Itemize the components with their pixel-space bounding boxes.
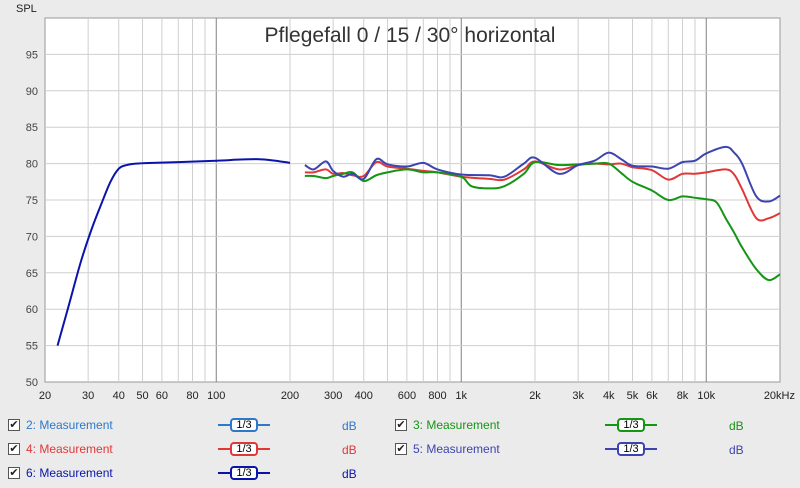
x-tick-label: 4k bbox=[603, 390, 615, 402]
x-axis-unit-label: 20kHz bbox=[764, 390, 795, 402]
smoothing-box-6[interactable]: 1/3 bbox=[230, 466, 258, 480]
legend-label-4: 4: Measurement bbox=[26, 442, 113, 456]
y-tick-label: 65 bbox=[26, 268, 38, 280]
x-tick-label: 30 bbox=[82, 390, 94, 402]
x-tick-label: 10k bbox=[697, 390, 715, 402]
legend-checkbox-6[interactable]: ✔ bbox=[8, 467, 20, 479]
smoothing-control-6[interactable]: 1/3 bbox=[218, 464, 270, 482]
legend-label-6: 6: Measurement bbox=[26, 466, 113, 480]
legend-item-4[interactable]: ✔ 4: Measurement bbox=[8, 438, 216, 460]
legend-item-6[interactable]: ✔ 6: Measurement bbox=[8, 462, 216, 484]
x-tick-label: 3k bbox=[572, 390, 584, 402]
legend-checkbox-2[interactable]: ✔ bbox=[8, 419, 20, 431]
chart-title: Pflegefall 0 / 15 / 30° horizontal bbox=[265, 24, 556, 47]
y-tick-label: 70 bbox=[26, 231, 38, 243]
y-tick-label: 85 bbox=[26, 122, 38, 134]
x-tick-label: 5k bbox=[627, 390, 639, 402]
x-tick-label: 50 bbox=[136, 390, 148, 402]
legend-item-5[interactable]: ✔ 5: Measurement bbox=[395, 438, 603, 460]
smoothing-box-5[interactable]: 1/3 bbox=[617, 442, 645, 456]
legend-checkbox-3[interactable]: ✔ bbox=[395, 419, 407, 431]
y-tick-label: 60 bbox=[26, 304, 38, 316]
unit-label-5: dB bbox=[729, 443, 744, 457]
legend-item-2[interactable]: ✔ 2: Measurement bbox=[8, 414, 216, 436]
legend-label-5: 5: Measurement bbox=[413, 442, 500, 456]
x-tick-label: 2k bbox=[529, 390, 541, 402]
series-line-3 bbox=[304, 160, 781, 282]
smoothing-box-4[interactable]: 1/3 bbox=[230, 442, 258, 456]
x-tick-label: 200 bbox=[281, 390, 299, 402]
legend-checkbox-4[interactable]: ✔ bbox=[8, 443, 20, 455]
series-lines bbox=[56, 145, 781, 346]
x-tick-label: 8k bbox=[677, 390, 689, 402]
y-tick-label: 90 bbox=[26, 86, 38, 98]
x-tick-label: 6k bbox=[646, 390, 658, 402]
legend-item-3[interactable]: ✔ 3: Measurement bbox=[395, 414, 603, 436]
x-tick-label: 400 bbox=[355, 390, 373, 402]
x-tick-label: 600 bbox=[398, 390, 416, 402]
unit-label-2: dB bbox=[342, 419, 357, 433]
unit-label-6: dB bbox=[342, 467, 357, 481]
x-tick-label: 80 bbox=[186, 390, 198, 402]
x-tick-label: 40 bbox=[113, 390, 125, 402]
y-tick-label: 50 bbox=[26, 377, 38, 389]
grid bbox=[45, 18, 780, 382]
legend: ✔ 2: Measurement 1/3 dB ✔ 3: Measurement… bbox=[0, 412, 800, 488]
y-tick-label: 80 bbox=[26, 159, 38, 171]
x-tick-label: 100 bbox=[207, 390, 225, 402]
y-tick-label: 55 bbox=[26, 341, 38, 353]
smoothing-control-5[interactable]: 1/3 bbox=[605, 440, 657, 458]
spl-chart: 50 55 60 65 70 75 80 85 90 95 20 30 40 50 60 80 100 200 3… bbox=[16, 3, 795, 402]
y-tick-labels: 50 55 60 65 70 75 80 85 90 95 bbox=[26, 49, 38, 389]
smoothing-box-3[interactable]: 1/3 bbox=[617, 418, 645, 432]
unit-label-4: dB bbox=[342, 443, 357, 457]
x-tick-label: 60 bbox=[156, 390, 168, 402]
smoothing-box-2[interactable]: 1/3 bbox=[230, 418, 258, 432]
y-tick-label: 75 bbox=[26, 195, 38, 207]
x-tick-label: 300 bbox=[324, 390, 342, 402]
legend-checkbox-5[interactable]: ✔ bbox=[395, 443, 407, 455]
smoothing-control-3[interactable]: 1/3 bbox=[605, 416, 657, 434]
y-axis-label: SPL bbox=[16, 3, 37, 15]
x-tick-label: 20 bbox=[39, 390, 51, 402]
series-line-4 bbox=[304, 145, 781, 203]
legend-label-2: 2: Measurement bbox=[26, 418, 113, 432]
smoothing-control-4[interactable]: 1/3 bbox=[218, 440, 270, 458]
x-tick-labels: 20 30 40 50 60 80 100 200 300 400 600 800 1k 2k 3k 4k 5k… bbox=[39, 390, 716, 402]
series-line-1 bbox=[56, 158, 291, 346]
legend-label-3: 3: Measurement bbox=[413, 418, 500, 432]
smoothing-control-2[interactable]: 1/3 bbox=[218, 416, 270, 434]
y-tick-label: 95 bbox=[26, 49, 38, 61]
x-tick-label: 800 bbox=[428, 390, 446, 402]
x-tick-label: 1k bbox=[455, 390, 467, 402]
unit-label-3: dB bbox=[729, 419, 744, 433]
